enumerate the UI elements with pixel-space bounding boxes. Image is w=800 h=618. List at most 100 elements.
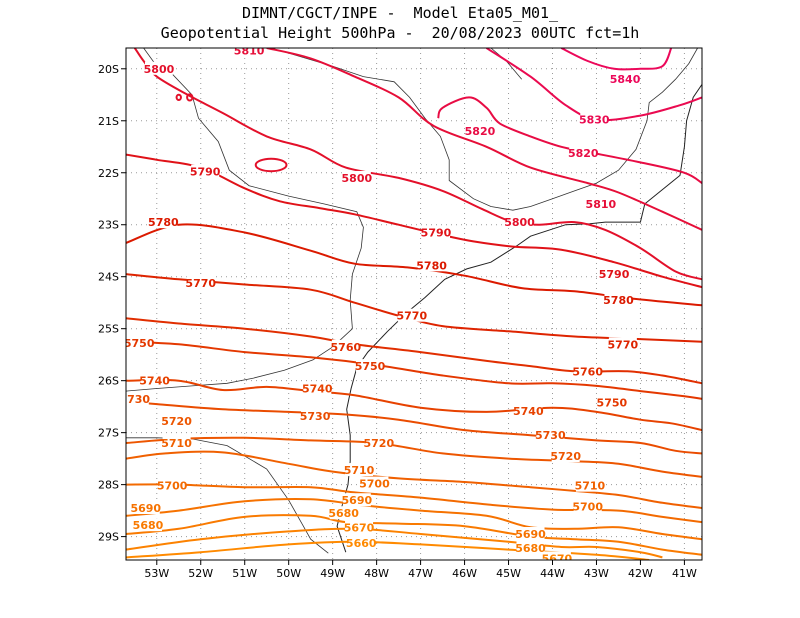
contour-label: 5670: [344, 521, 375, 534]
contour-label: 5800: [504, 216, 535, 229]
contour-label-bg: [360, 476, 389, 490]
contour-label-bg: [158, 478, 187, 492]
contour-label-bg: [580, 112, 609, 126]
contour-label-bg: [191, 164, 220, 178]
contour-label-bg: [573, 499, 602, 513]
contour-label: 5690: [130, 502, 161, 515]
lon-tick-label: 43W: [584, 567, 609, 580]
lat-tick-label: 22S: [98, 167, 119, 180]
contour-line-5750: [126, 340, 702, 400]
contour-label: 5820: [465, 125, 496, 138]
contour-label: 5770: [396, 310, 427, 323]
contour-label-bg: [301, 409, 330, 423]
contour-label-bg: [356, 359, 385, 373]
lon-tick-label: 42W: [628, 567, 653, 580]
contour-label-bg: [149, 215, 178, 229]
contour-label-bg: [235, 48, 264, 57]
contour-label: 5810: [586, 198, 617, 211]
contour-label-bg: [186, 275, 215, 289]
contour-label-bg: [573, 364, 602, 378]
contour-label: 5750: [597, 397, 628, 410]
contour-label: 5730: [300, 410, 331, 423]
contour-label-bg: [608, 337, 637, 351]
contour-label: 5840: [610, 73, 641, 86]
contour-line-5740: [126, 378, 702, 432]
contour-label: 5740: [302, 382, 333, 395]
contour-label-bg: [397, 308, 426, 322]
contour-line-5690: [126, 497, 702, 541]
contour-label-bg: [417, 258, 446, 272]
contour-label-bg: [342, 493, 371, 507]
contour-label-bg: [505, 215, 534, 229]
contour-label-bg: [536, 428, 565, 442]
chart-title-line2: Geopotential Height 500hPa - 20/08/2023 …: [160, 24, 640, 42]
contour-label-bg: [364, 436, 393, 450]
map-content: 5810 5800 5840 5830 5820 5820 5790 5800 5810 5800…: [119, 48, 702, 565]
contour-line-5830: [485, 48, 702, 122]
contour-line-5680: [126, 514, 702, 556]
contour-label: 5710: [344, 464, 375, 477]
contour-label-bg: [345, 520, 374, 534]
lon-tick-label: 45W: [496, 567, 521, 580]
closed-contour-5800: [175, 93, 182, 101]
contour-label-bg: [162, 436, 191, 450]
contour-label-bg: [347, 535, 376, 549]
contour-label-bg: [131, 501, 160, 515]
lat-tick-label: 26S: [98, 375, 119, 388]
state-border: [126, 328, 353, 392]
lon-tick-label: 53W: [144, 567, 169, 580]
contour-label: 5700: [359, 478, 390, 491]
lat-tick-label: 20S: [98, 63, 119, 76]
contour-line-5820: [437, 96, 702, 184]
lon-tick-label: 44W: [540, 567, 565, 580]
contour-label-bg: [611, 72, 640, 86]
contour-label: 5760: [572, 365, 603, 378]
contour-label: 5790: [599, 268, 630, 281]
contour-line-5720: [126, 436, 702, 478]
lon-tick-label: 48W: [364, 567, 389, 580]
lat-tick-label: 29S: [98, 531, 119, 544]
contour-label: 5710: [575, 480, 606, 493]
contour-label: 5770: [608, 338, 639, 351]
contour-label: 5710: [161, 437, 192, 450]
contour-label: 5720: [161, 415, 192, 428]
contour-label: 5700: [572, 500, 603, 513]
coastline: [336, 84, 702, 553]
contour-line-5710: [126, 450, 702, 509]
contour-label-bg: [542, 551, 571, 560]
contour-label-bg: [516, 541, 545, 555]
contour-line-5760: [126, 317, 702, 385]
contour-label-bg: [597, 395, 626, 409]
contour-line-5700: [126, 483, 702, 524]
contour-label: 5680: [328, 507, 359, 520]
lat-tick-label: 23S: [98, 219, 119, 232]
contour-label: 5690: [342, 494, 373, 507]
lat-tick-label: 24S: [98, 271, 119, 284]
contour-label: 5690: [515, 528, 546, 541]
axis-ticks: 53W 52W 51W 50W 49W 48W 47W 46W 45W 44W 43W 42W 41W 2…: [98, 63, 697, 580]
contour-label-bg: [516, 527, 545, 541]
lat-tick-label: 27S: [98, 427, 119, 440]
contour-label-bg: [331, 339, 360, 353]
contour-label-bg: [126, 391, 149, 405]
lon-tick-label: 50W: [276, 567, 301, 580]
contour-label: 5740: [139, 375, 170, 388]
contour-label: 5730: [119, 393, 150, 406]
contour-label: 5670: [542, 552, 573, 565]
contour-label: 5800: [342, 172, 373, 185]
contour-label: 5820: [568, 147, 599, 160]
contour-label-bg: [329, 506, 358, 520]
contour-label: 5720: [550, 450, 581, 463]
chart-title-line1: DIMNT/CGCT/INPE - Model Eta05_M01_: [241, 4, 559, 22]
contour-label: 5790: [190, 166, 221, 179]
contour-label: 5680: [133, 519, 164, 532]
contour-label: 5730: [535, 429, 566, 442]
contour-line-5780: [126, 223, 702, 307]
contour-label-bg: [586, 196, 615, 210]
lon-tick-label: 51W: [232, 567, 257, 580]
lon-tick-label: 41W: [672, 567, 697, 580]
contour-label: 5830: [579, 114, 610, 127]
contour-label: 5700: [157, 480, 188, 493]
lon-tick-label: 46W: [452, 567, 477, 580]
